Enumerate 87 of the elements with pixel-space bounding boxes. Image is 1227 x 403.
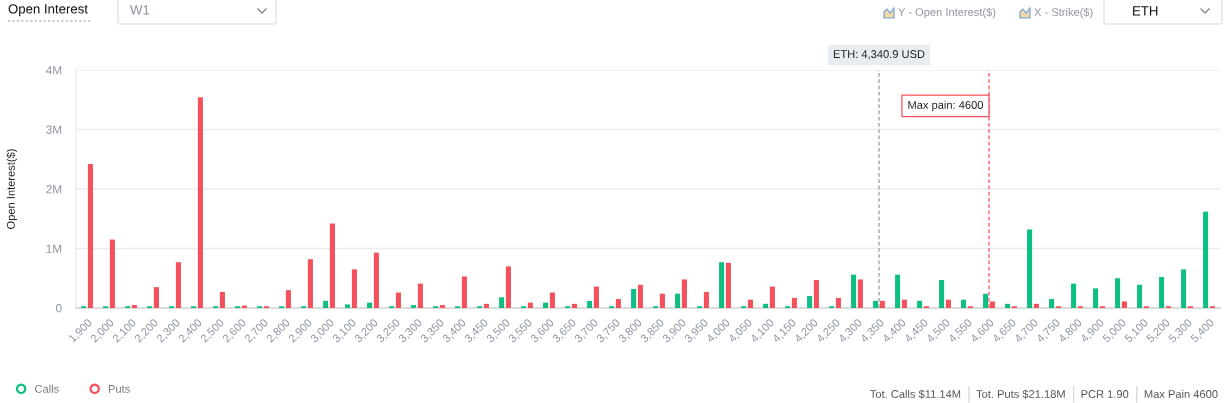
text: PCR 1.90 <box>1081 390 1129 398</box>
bar <box>197 97 203 308</box>
bar <box>763 303 769 308</box>
bar <box>1115 278 1121 308</box>
bar <box>373 252 379 308</box>
bar <box>461 276 467 308</box>
bar <box>659 293 665 308</box>
bar <box>961 299 967 308</box>
bar <box>813 280 819 308</box>
bar <box>1033 303 1039 308</box>
bar <box>131 305 137 308</box>
bar <box>1093 288 1099 308</box>
ref-line-label: ETH: 4,340.9 USD <box>833 50 925 60</box>
legend-label: Puts <box>108 385 130 393</box>
bar <box>873 300 879 308</box>
ref-line-label: Max pain: 4600 <box>908 100 984 112</box>
bar <box>917 300 923 308</box>
bar <box>87 164 93 308</box>
bar <box>857 279 863 308</box>
bar <box>835 297 841 308</box>
bar <box>879 300 885 308</box>
text: Y - Open Interest($) <box>898 7 996 19</box>
bar <box>1027 229 1033 308</box>
bar <box>637 284 643 308</box>
y-tick-label: 0 <box>56 304 62 313</box>
bar <box>587 300 593 308</box>
bar <box>615 299 621 308</box>
bar <box>499 297 505 308</box>
bar <box>439 305 445 308</box>
bar <box>807 296 813 308</box>
text: Tot. Calls $11.14M <box>870 389 961 399</box>
bar <box>1159 277 1165 308</box>
bar <box>983 293 989 308</box>
bar <box>901 299 907 308</box>
text: W1 <box>130 5 150 15</box>
bar <box>1049 299 1055 308</box>
bar <box>175 262 181 308</box>
bar <box>351 269 357 308</box>
chart-title: Open Interest <box>8 4 88 17</box>
bar <box>219 291 225 308</box>
bar <box>285 290 291 308</box>
bar <box>1005 303 1011 308</box>
text: X - Strike($) <box>1034 7 1093 19</box>
bar <box>725 262 731 308</box>
bar <box>945 299 951 308</box>
y-tick-label: 3M <box>46 125 62 134</box>
bar <box>367 302 373 308</box>
bar <box>851 274 857 308</box>
bar <box>747 299 753 308</box>
y-axis-title: Open Interest($) <box>6 149 17 229</box>
bar <box>703 291 709 308</box>
bar <box>1121 301 1127 308</box>
legend-label: Calls <box>35 384 59 393</box>
bar <box>1181 269 1187 308</box>
text: Tot. Puts $21.18M <box>976 389 1065 399</box>
bar <box>395 292 401 308</box>
text: Max Pain 4600 <box>1144 389 1218 398</box>
bar <box>719 262 725 308</box>
bar <box>323 300 329 308</box>
bar <box>939 280 945 308</box>
bar <box>571 303 577 308</box>
bar <box>417 283 423 308</box>
bar <box>153 287 159 308</box>
y-tick-label: 2M <box>46 185 62 194</box>
y-tick-label: 4M <box>45 66 62 75</box>
bar <box>483 303 489 308</box>
bar <box>543 302 549 308</box>
bar <box>681 279 687 308</box>
bar <box>527 302 533 308</box>
bar <box>549 292 555 308</box>
bar <box>307 259 313 308</box>
y-tick-label: 1M <box>46 244 62 253</box>
bar <box>1137 284 1143 308</box>
bar <box>1203 211 1209 308</box>
bar <box>769 286 775 308</box>
bar <box>791 297 797 308</box>
bar <box>411 305 417 308</box>
bar <box>593 286 599 308</box>
bar <box>631 288 637 308</box>
bar <box>895 274 901 308</box>
bar <box>109 239 115 308</box>
bar <box>675 293 681 308</box>
text: ETH <box>1133 6 1158 16</box>
bar <box>1071 283 1077 308</box>
bar <box>345 304 351 308</box>
bar <box>505 266 511 308</box>
bar <box>329 223 335 308</box>
